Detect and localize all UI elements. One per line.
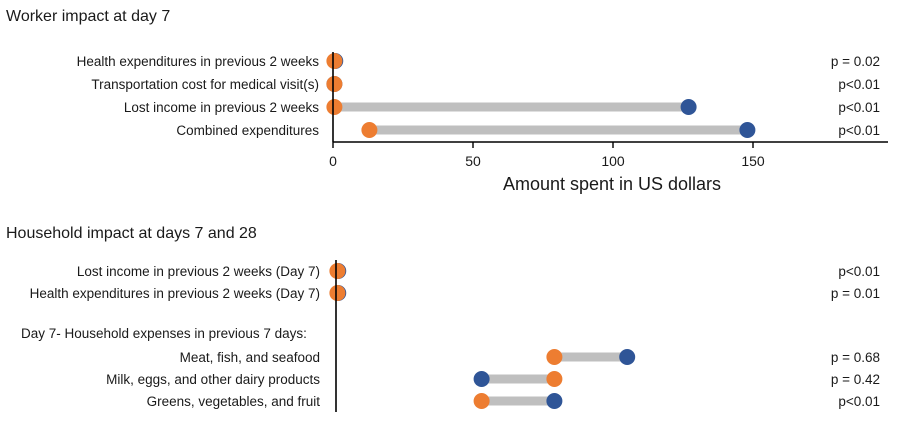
household-blue-point: [546, 393, 563, 409]
worker-blue-point: [680, 99, 697, 115]
worker-x-tick-label: 100: [601, 153, 625, 169]
worker-row-label: Lost income in previous 2 weeks: [124, 100, 319, 115]
household-row-label: Health expenditures in previous 2 weeks …: [30, 286, 320, 301]
worker-x-ticks: 0 50 100 150: [329, 142, 765, 169]
worker-orange-point: [326, 76, 343, 92]
household-orange-point: [329, 263, 346, 279]
worker-rows: Health expenditures in previous 2 weeks p…: [77, 53, 880, 138]
household-orange-point: [546, 349, 563, 365]
worker-row-label: Transportation cost for medical visit(s): [91, 77, 319, 92]
household-p-value: p = 0.42: [831, 372, 880, 387]
worker-p-value: p<0.01: [838, 123, 880, 138]
household-row-label: Meat, fish, and seafood: [180, 350, 320, 365]
household-row-label: Lost income in previous 2 weeks (Day 7): [77, 264, 320, 279]
worker-x-tick-label: 50: [465, 153, 481, 169]
household-row-label: Greens, vegetables, and fruit: [147, 394, 321, 409]
worker-x-tick-label: 150: [741, 153, 765, 169]
household-p-value: p = 0.01: [831, 286, 880, 301]
worker-p-value: p = 0.02: [831, 54, 880, 69]
household-orange-point: [329, 285, 346, 301]
worker-x-tick-label: 0: [329, 153, 337, 169]
worker-orange-point: [326, 53, 343, 69]
worker-orange-point: [326, 99, 343, 115]
household-blue-point: [619, 349, 636, 365]
worker-blue-point: [739, 122, 756, 138]
household-row-label: Milk, eggs, and other dairy products: [106, 372, 320, 387]
worker-x-axis-label: Amount spent in US dollars: [503, 174, 721, 194]
household-orange-point: [473, 393, 490, 409]
worker-row-label: Health expenditures in previous 2 weeks: [77, 54, 320, 69]
worker-panel-title: Worker impact at day 7: [6, 8, 170, 25]
household-p-value: p<0.01: [838, 394, 880, 409]
household-panel: Household impact at days 7 and 28 Lost i…: [6, 225, 880, 412]
household-blue-point: [473, 371, 490, 387]
household-orange-point: [546, 371, 563, 387]
worker-row-label: Combined expenditures: [176, 123, 319, 138]
household-group-header: Day 7- Household expenses in previous 7 …: [21, 326, 307, 341]
worker-orange-point: [361, 122, 378, 138]
worker-p-value: p<0.01: [838, 77, 880, 92]
household-p-value: p<0.01: [838, 264, 880, 279]
worker-panel: Worker impact at day 7 Health expenditur…: [6, 8, 888, 194]
household-panel-title: Household impact at days 7 and 28: [6, 225, 257, 242]
household-rows: Lost income in previous 2 weeks (Day 7) p…: [21, 263, 880, 409]
household-p-value: p = 0.68: [831, 350, 880, 365]
worker-p-value: p<0.01: [838, 100, 880, 115]
